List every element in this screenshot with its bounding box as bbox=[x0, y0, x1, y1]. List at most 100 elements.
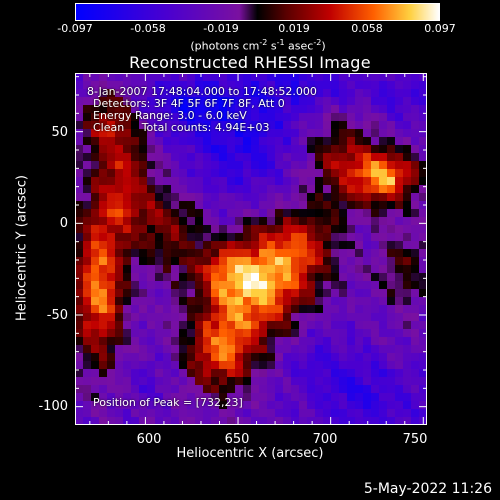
heatmap-cell bbox=[419, 241, 427, 250]
heatmap-cell bbox=[291, 297, 300, 306]
heatmap-cell bbox=[355, 105, 364, 114]
heatmap-cell bbox=[83, 225, 92, 234]
heatmap-cell bbox=[131, 377, 140, 386]
heatmap-cell bbox=[227, 233, 236, 242]
heatmap-cell bbox=[403, 393, 412, 402]
heatmap-cell bbox=[75, 297, 84, 306]
heatmap-cell bbox=[83, 129, 92, 138]
heatmap-cell bbox=[115, 97, 124, 106]
heatmap-cell bbox=[171, 337, 180, 346]
heatmap-cell bbox=[187, 409, 196, 418]
heatmap-cell bbox=[163, 329, 172, 338]
heatmap-cell bbox=[315, 145, 324, 154]
heatmap-cell bbox=[203, 161, 212, 170]
heatmap-cell bbox=[227, 353, 236, 362]
heatmap-cell bbox=[187, 97, 196, 106]
heatmap-cell bbox=[155, 145, 164, 154]
heatmap-cell bbox=[211, 377, 220, 386]
heatmap-cell bbox=[115, 401, 124, 410]
heatmap-cell bbox=[219, 361, 228, 370]
heatmap-cell bbox=[299, 209, 308, 218]
heatmap-cell bbox=[91, 329, 100, 338]
heatmap-cell bbox=[251, 337, 260, 346]
heatmap-cell bbox=[251, 257, 260, 266]
heatmap-cell bbox=[139, 361, 148, 370]
heatmap-cell bbox=[323, 217, 332, 226]
heatmap-cell bbox=[155, 217, 164, 226]
heatmap-cell bbox=[171, 129, 180, 138]
heatmap-cell bbox=[283, 305, 292, 314]
heatmap-cell bbox=[419, 401, 427, 410]
heatmap-cell bbox=[307, 153, 316, 162]
heatmap-cell bbox=[355, 137, 364, 146]
heatmap-cell bbox=[243, 169, 252, 178]
heatmap-cell bbox=[355, 305, 364, 314]
heatmap-cell bbox=[171, 417, 180, 425]
heatmap-cell bbox=[395, 129, 404, 138]
heatmap-cell bbox=[203, 225, 212, 234]
heatmap-cell bbox=[379, 89, 388, 98]
heatmap-cell bbox=[235, 377, 244, 386]
heatmap-cell bbox=[267, 393, 276, 402]
heatmap-cell bbox=[83, 353, 92, 362]
heatmap-cell bbox=[355, 257, 364, 266]
heatmap-cell bbox=[99, 89, 108, 98]
heatmap-cell bbox=[139, 185, 148, 194]
heatmap-cell bbox=[355, 97, 364, 106]
heatmap-cell bbox=[219, 297, 228, 306]
heatmap-cell bbox=[259, 153, 268, 162]
heatmap-cell bbox=[323, 249, 332, 258]
heatmap-cell bbox=[179, 129, 188, 138]
heatmap-cell bbox=[107, 241, 116, 250]
heatmap-cell bbox=[323, 177, 332, 186]
heatmap-cell bbox=[267, 329, 276, 338]
heatmap-cell bbox=[339, 169, 348, 178]
heatmap-cell bbox=[243, 177, 252, 186]
heatmap-cell bbox=[83, 249, 92, 258]
heatmap-cell bbox=[403, 281, 412, 290]
heatmap-cell bbox=[347, 225, 356, 234]
heatmap-cell bbox=[259, 409, 268, 418]
heatmap-cell bbox=[99, 393, 108, 402]
heatmap-cell bbox=[403, 401, 412, 410]
heatmap-cell bbox=[347, 377, 356, 386]
heatmap-cell bbox=[323, 329, 332, 338]
heatmap-cell bbox=[219, 369, 228, 378]
heatmap-cell bbox=[275, 353, 284, 362]
heatmap-cell bbox=[99, 377, 108, 386]
heatmap-cell bbox=[75, 337, 84, 346]
heatmap-cell bbox=[99, 129, 108, 138]
heatmap-cell bbox=[299, 321, 308, 330]
heatmap-cell bbox=[171, 153, 180, 162]
heatmap-cell bbox=[299, 265, 308, 274]
heatmap-cell bbox=[331, 257, 340, 266]
heatmap-cell bbox=[211, 401, 220, 410]
heatmap-cell bbox=[323, 73, 332, 82]
heatmap-cell bbox=[211, 417, 220, 425]
heatmap-cell bbox=[91, 289, 100, 298]
heatmap-cell bbox=[283, 313, 292, 322]
heatmap-cell bbox=[387, 281, 396, 290]
heatmap-cell bbox=[291, 409, 300, 418]
x-tick-label: 600 bbox=[136, 432, 162, 447]
heatmap-cell bbox=[99, 361, 108, 370]
heatmap-cell bbox=[203, 313, 212, 322]
heatmap-cell bbox=[203, 185, 212, 194]
heatmap-cell bbox=[275, 377, 284, 386]
heatmap-cell bbox=[275, 401, 284, 410]
heatmap-cell bbox=[299, 401, 308, 410]
heatmap-cell bbox=[99, 257, 108, 266]
heatmap-cell bbox=[347, 137, 356, 146]
heatmap-cell bbox=[123, 73, 132, 82]
heatmap-cell bbox=[115, 137, 124, 146]
heatmap-cell bbox=[243, 217, 252, 226]
heatmap-cell bbox=[195, 353, 204, 362]
heatmap-cell bbox=[83, 193, 92, 202]
heatmap-cell bbox=[171, 321, 180, 330]
heatmap-cell bbox=[107, 81, 116, 90]
heatmap-cell bbox=[283, 97, 292, 106]
heatmap-cell bbox=[195, 337, 204, 346]
heatmap-cell bbox=[107, 161, 116, 170]
heatmap-cell bbox=[315, 97, 324, 106]
heatmap-cell bbox=[419, 145, 427, 154]
